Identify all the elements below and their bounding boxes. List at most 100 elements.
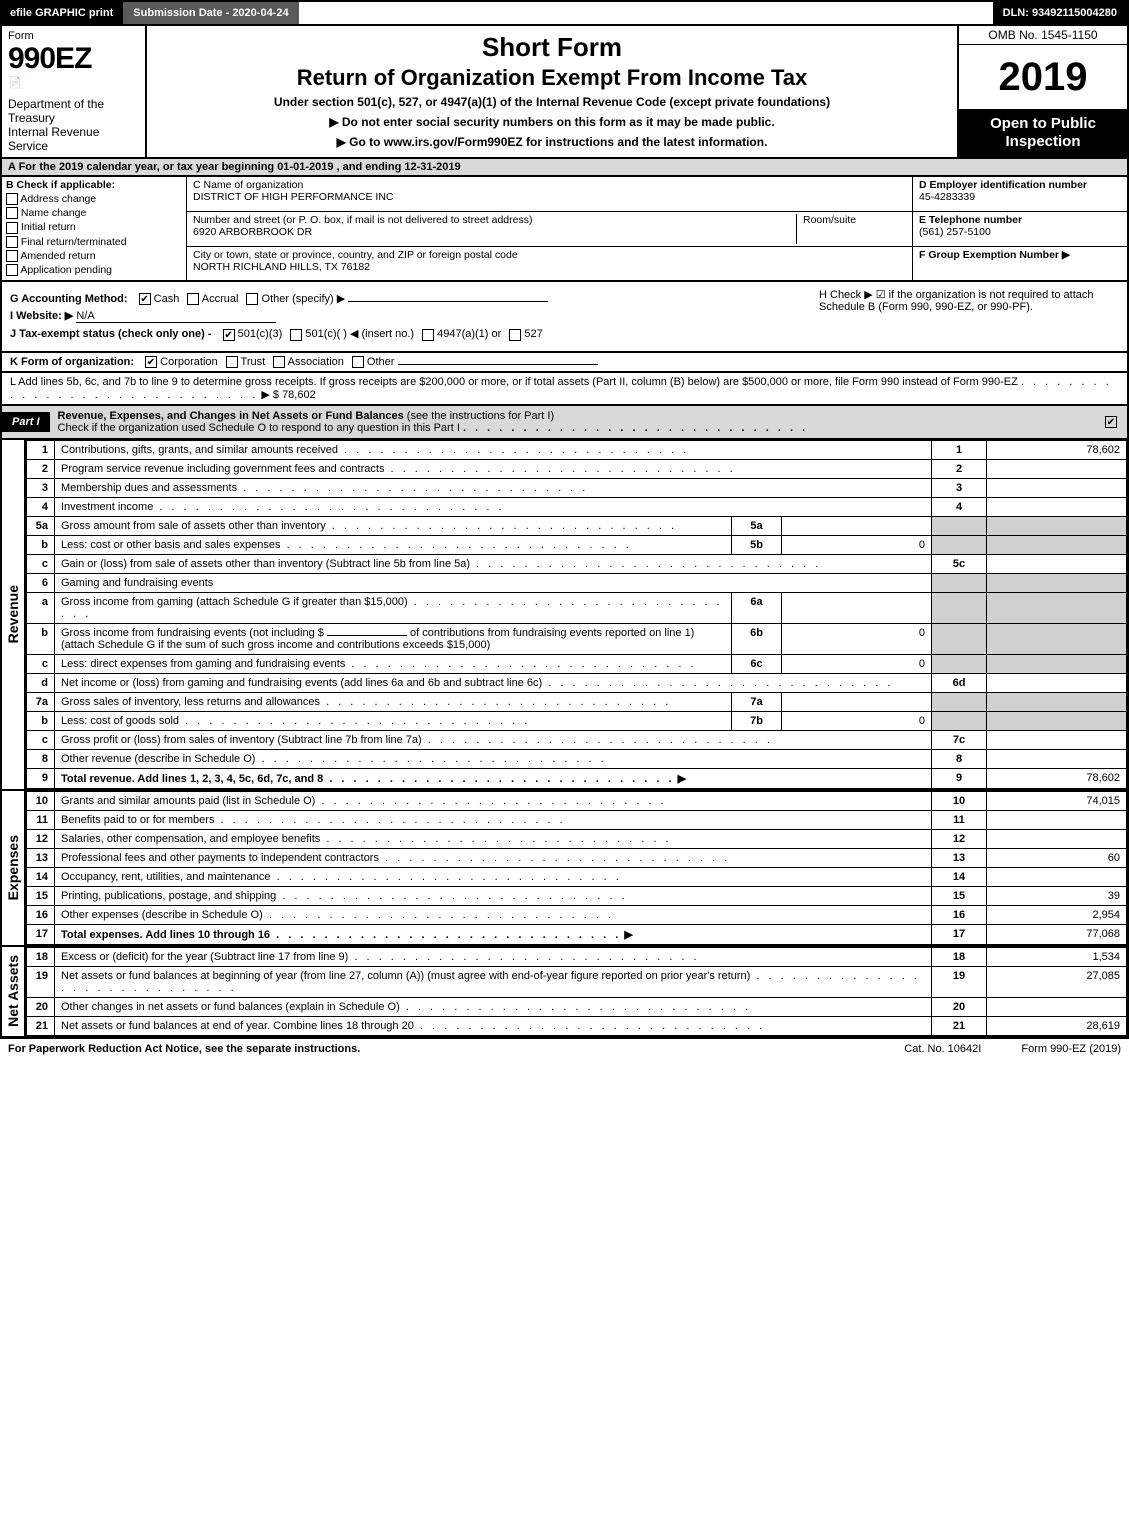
- checkbox-option[interactable]: Cash: [139, 293, 180, 305]
- checkbox-option[interactable]: Accrual: [187, 293, 238, 305]
- line-desc: Gross amount from sale of assets other t…: [55, 516, 732, 535]
- ein-label: D Employer identification number: [919, 179, 1121, 191]
- line-desc: Net assets or fund balances at beginning…: [55, 966, 932, 997]
- checkbox-option[interactable]: Other (specify) ▶: [246, 293, 345, 305]
- 6b-blank[interactable]: [327, 635, 407, 636]
- line-amount: 2,954: [987, 905, 1127, 924]
- line-desc: Gross income from gaming (attach Schedul…: [55, 592, 732, 623]
- b-heading: B Check if applicable:: [6, 179, 115, 191]
- line-desc: Investment income: [55, 497, 932, 516]
- line-desc: Gross profit or (loss) from sales of inv…: [55, 730, 932, 749]
- line-amount: 74,015: [987, 791, 1127, 810]
- form-center: Short Form Return of Organization Exempt…: [147, 26, 957, 157]
- line-num: 15: [27, 886, 55, 905]
- line-amount: [987, 730, 1127, 749]
- subbox-label: 6b: [732, 623, 782, 654]
- checkbox-option[interactable]: Other: [352, 356, 395, 368]
- shaded-cell: [987, 592, 1127, 623]
- b-option[interactable]: Final return/terminated: [6, 236, 182, 248]
- line-amount: 27,085: [987, 966, 1127, 997]
- org-city: NORTH RICHLAND HILLS, TX 76182: [193, 261, 906, 273]
- shaded-cell: [987, 535, 1127, 554]
- b-option[interactable]: Amended return: [6, 250, 182, 262]
- line-num: b: [27, 535, 55, 554]
- b-option[interactable]: Application pending: [6, 264, 182, 276]
- k-line: K Form of organization: Corporation Trus…: [0, 353, 1129, 373]
- revenue-side-label: Revenue: [5, 585, 21, 643]
- line-amount: [987, 554, 1127, 573]
- line-desc: Total expenses. Add lines 10 through 16 …: [55, 924, 932, 944]
- line-desc: Program service revenue including govern…: [55, 459, 932, 478]
- line-num: 8: [27, 749, 55, 768]
- line-ref: 18: [932, 947, 987, 966]
- line-num: 6: [27, 573, 55, 592]
- part-1-checkbox[interactable]: [1105, 416, 1117, 428]
- line-desc: Less: direct expenses from gaming and fu…: [55, 654, 732, 673]
- subbox-label: 6a: [732, 592, 782, 623]
- line-desc: Net income or (loss) from gaming and fun…: [55, 673, 932, 692]
- b-option[interactable]: Name change: [6, 207, 182, 219]
- k-other-blank[interactable]: [398, 364, 598, 365]
- checkbox-option[interactable]: Trust: [226, 356, 266, 368]
- shaded-cell: [987, 711, 1127, 730]
- shaded-cell: [987, 654, 1127, 673]
- checkbox-option[interactable]: 501(c)(3): [223, 328, 283, 340]
- b-option[interactable]: Address change: [6, 193, 182, 205]
- line-ref: 6d: [932, 673, 987, 692]
- netassets-table: 18Excess or (deficit) for the year (Subt…: [26, 947, 1127, 1036]
- go-to-link[interactable]: ▶ Go to www.irs.gov/Form990EZ for instru…: [157, 135, 947, 149]
- line-num: 19: [27, 966, 55, 997]
- line-amount: [987, 749, 1127, 768]
- netassets-section: Net Assets 18Excess or (deficit) for the…: [0, 947, 1129, 1038]
- part-1-header: Part I Revenue, Expenses, and Changes in…: [0, 406, 1129, 440]
- line-ref: 21: [932, 1016, 987, 1035]
- line-ref: 2: [932, 459, 987, 478]
- line-ref: 4: [932, 497, 987, 516]
- line-desc: Contributions, gifts, grants, and simila…: [55, 440, 932, 459]
- line-num: b: [27, 623, 55, 654]
- shaded-cell: [987, 692, 1127, 711]
- checkbox-option[interactable]: Association: [273, 356, 344, 368]
- line-ref: 17: [932, 924, 987, 944]
- shaded-cell: [932, 516, 987, 535]
- form-word: Form: [8, 30, 139, 42]
- d-column: D Employer identification number 45-4283…: [912, 177, 1127, 280]
- line-desc: Excess or (deficit) for the year (Subtra…: [55, 947, 932, 966]
- line-ref: 5c: [932, 554, 987, 573]
- line-ref: 14: [932, 867, 987, 886]
- efile-print-button[interactable]: efile GRAPHIC print: [2, 2, 121, 24]
- line-ref: 1: [932, 440, 987, 459]
- line-num: 11: [27, 810, 55, 829]
- checkbox-option[interactable]: 527: [509, 328, 542, 340]
- line-desc: Other changes in net assets or fund bala…: [55, 997, 932, 1016]
- line-desc: Total revenue. Add lines 1, 2, 3, 4, 5c,…: [55, 768, 932, 788]
- revenue-table: 1Contributions, gifts, grants, and simil…: [26, 440, 1127, 789]
- form-header: Form 990EZ 📄 Department of the Treasury …: [0, 26, 1129, 159]
- subbox-label: 5a: [732, 516, 782, 535]
- accounting-other-blank[interactable]: [348, 301, 548, 302]
- line-desc: Membership dues and assessments: [55, 478, 932, 497]
- checkbox-option[interactable]: 501(c)( ) ◀ (insert no.): [290, 328, 414, 340]
- b-option[interactable]: Initial return: [6, 221, 182, 233]
- line-amount: [987, 459, 1127, 478]
- shaded-cell: [987, 623, 1127, 654]
- line-amount: [987, 497, 1127, 516]
- shaded-cell: [932, 711, 987, 730]
- line-desc: Benefits paid to or for members: [55, 810, 932, 829]
- checkbox-option[interactable]: 4947(a)(1) or: [422, 328, 501, 340]
- line-desc: Occupancy, rent, utilities, and maintena…: [55, 867, 932, 886]
- line-desc: Gross income from fundraising events (no…: [55, 623, 732, 654]
- line-ref: 3: [932, 478, 987, 497]
- g-accounting-label: G Accounting Method:: [10, 293, 128, 305]
- line-desc: Printing, publications, postage, and shi…: [55, 886, 932, 905]
- line-num: 4: [27, 497, 55, 516]
- department: Department of the Treasury: [8, 97, 139, 125]
- line-num: c: [27, 554, 55, 573]
- room-label: Room/suite: [803, 214, 906, 226]
- line-ref: 11: [932, 810, 987, 829]
- line-desc: Professional fees and other payments to …: [55, 848, 932, 867]
- line-ref: 10: [932, 791, 987, 810]
- checkbox-option[interactable]: Corporation: [145, 356, 218, 368]
- line-desc: Less: cost of goods sold: [55, 711, 732, 730]
- line-num: 9: [27, 768, 55, 788]
